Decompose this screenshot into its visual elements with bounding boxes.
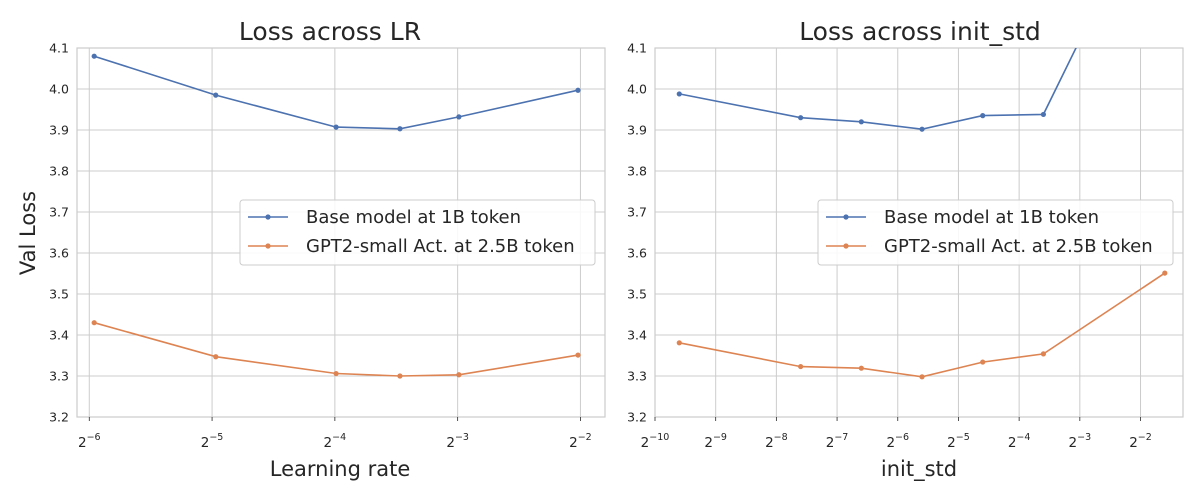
- left-series-point-1: [397, 373, 403, 379]
- right-series-point-1: [980, 359, 986, 365]
- left-series-line-1: [93, 321, 579, 377]
- left-legend-marker-1: [265, 243, 271, 249]
- left-series-point-1: [333, 370, 339, 377]
- right-ytick-label: 3.7: [627, 205, 647, 220]
- right-series-point-1: [798, 363, 804, 370]
- right-legend-label-1: GPT2-small Act. at 2.5B token: [884, 236, 1153, 257]
- right-series-point-0: [1040, 111, 1047, 118]
- left-xtick-label: 2−6: [78, 432, 101, 451]
- left-ytick-label: 3.4: [49, 328, 69, 343]
- right-series-point-0: [980, 113, 986, 119]
- left-chart-panel: 3.2 3.3 3.4 3.5 3.6 3.7 3.8 3.9 4.0 4.1 2−6 2−5 2−4 2…: [49, 41, 606, 451]
- left-series-line-0: [93, 55, 579, 130]
- right-legend-label-0: Base model at 1B token: [884, 207, 1099, 228]
- left-ytick-label: 3.6: [49, 246, 69, 261]
- right-chart-panel: 3.2 3.3 3.4 3.5 3.6 3.7 3.8 3.9 4.0 4.1 2−10 2−9 2−8…: [627, 41, 1184, 451]
- right-ytick-label: 3.4: [627, 328, 647, 343]
- right-xtick-label: 2−9: [704, 432, 727, 451]
- left-xtick-label: 2−4: [324, 432, 347, 451]
- left-legend-label-0: Base model at 1B token: [306, 207, 521, 228]
- left-xtick-label: 2−5: [201, 432, 224, 451]
- right-xtick-label: 2−7: [826, 432, 849, 451]
- right-legend-marker-1: [843, 243, 849, 249]
- right-ytick-label: 3.6: [627, 246, 647, 261]
- left-series-point-0: [91, 53, 97, 59]
- right-ytick-label: 4.0: [627, 82, 647, 97]
- left-ytick-label: 3.8: [49, 164, 69, 179]
- left-series-point-0: [575, 87, 581, 93]
- right-ytick-label: 4.1: [627, 41, 647, 56]
- left-chart-title: Loss across LR: [239, 17, 421, 46]
- right-legend-marker-0: [843, 214, 849, 220]
- right-xtick-label: 2−8: [765, 432, 788, 451]
- right-series-point-0: [919, 126, 925, 132]
- left-legend-marker-0: [265, 214, 271, 220]
- right-xtick-label: 2−5: [947, 432, 970, 451]
- right-series-point-0: [798, 115, 804, 121]
- right-series-point-1: [858, 365, 864, 371]
- right-ytick-label: 3.3: [627, 369, 647, 384]
- right-ytick-label: 3.8: [627, 164, 647, 179]
- left-ytick-label: 3.5: [49, 287, 69, 302]
- left-xtick-label: 2−2: [569, 432, 592, 451]
- left-series-point-1: [456, 372, 462, 378]
- left-legend-label-1: GPT2-small Act. at 2.5B token: [306, 236, 575, 257]
- left-series-point-1: [91, 320, 97, 326]
- left-ytick-label: 3.2: [49, 410, 69, 425]
- right-plot-frame: [654, 47, 1184, 418]
- right-ytick-label: 3.2: [627, 410, 647, 425]
- right-series-point-1: [676, 340, 682, 346]
- left-xtick-label: 2−3: [446, 432, 469, 451]
- right-legend: Base model at 1B token GPT2-small Act. at…: [817, 199, 1174, 266]
- left-ytick-label: 3.7: [49, 205, 69, 220]
- right-series-point-0: [676, 91, 682, 97]
- left-ytick-label: 3.3: [49, 369, 69, 384]
- right-series-point-1: [1162, 270, 1168, 276]
- left-series-point-0: [213, 92, 219, 98]
- right-chart-title: Loss across init_std: [799, 17, 1041, 46]
- right-xtick-label: 2−6: [886, 432, 909, 451]
- left-ytick-label: 4.1: [49, 41, 69, 56]
- right-ytick-label: 3.9: [627, 123, 647, 138]
- left-chart-ylabel: Val Loss: [16, 191, 40, 275]
- right-chart-xlabel: init_std: [881, 457, 957, 482]
- right-series-point-1: [919, 374, 925, 380]
- left-series-point-1: [213, 354, 219, 360]
- left-series-point-1: [575, 352, 581, 358]
- right-series-line-1: [679, 272, 1166, 378]
- left-series-point-0: [397, 126, 403, 132]
- left-legend-box: [239, 199, 596, 266]
- right-series-point-1: [1040, 351, 1047, 357]
- left-ytick-label: 3.9: [49, 123, 69, 138]
- right-xtick-label: 2−2: [1129, 432, 1152, 451]
- right-legend-box: [817, 199, 1174, 266]
- left-chart-xlabel: Learning rate: [270, 457, 411, 481]
- left-legend: Base model at 1B token GPT2-small Act. at…: [239, 199, 596, 266]
- right-series-point-0: [858, 119, 864, 125]
- right-xtick-label: 2−10: [641, 432, 670, 451]
- left-series-point-0: [333, 124, 339, 130]
- left-plot-frame: [76, 47, 606, 418]
- right-ytick-label: 3.5: [627, 287, 647, 302]
- right-xtick-label: 2−3: [1069, 432, 1092, 451]
- left-series-point-0: [456, 114, 462, 120]
- right-xtick-label: 2−4: [1008, 432, 1031, 451]
- left-ytick-label: 4.0: [49, 82, 69, 97]
